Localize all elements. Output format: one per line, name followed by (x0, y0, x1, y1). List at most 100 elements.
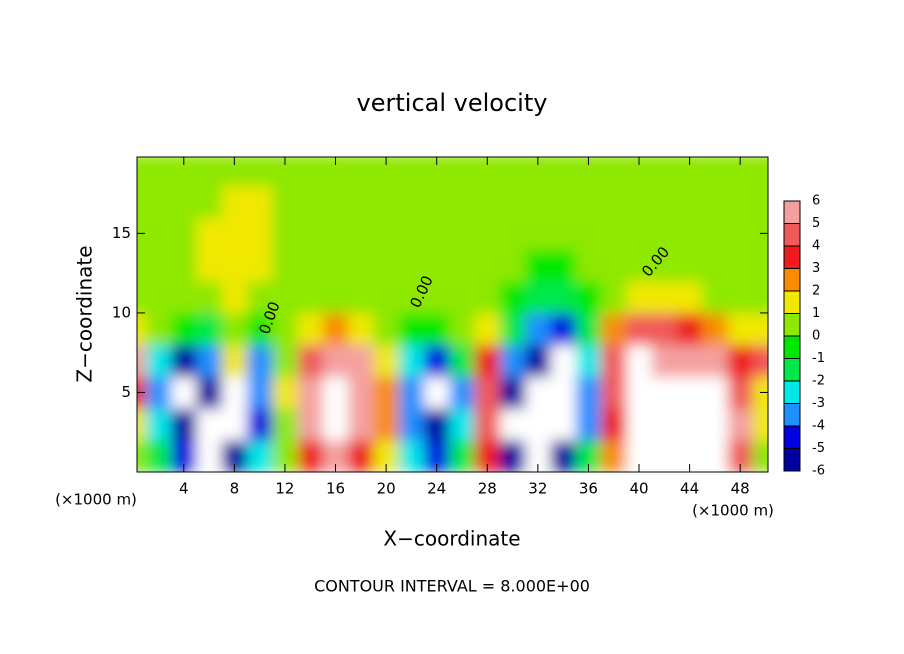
field-cell (322, 217, 349, 250)
field-cell (702, 249, 729, 282)
field-cell (137, 157, 147, 187)
field-cell (449, 344, 476, 378)
field-cell (474, 249, 501, 282)
colorbar-label: 4 (812, 239, 820, 254)
field-cell (221, 217, 248, 250)
field-cell (145, 440, 172, 472)
field-cell (651, 249, 678, 282)
field-cell (348, 249, 374, 282)
field-cell (196, 281, 223, 314)
field-cell (752, 312, 768, 346)
x-tick-label: 48 (731, 480, 750, 498)
colorbar-label: -4 (812, 419, 825, 434)
field-cell (550, 376, 577, 409)
field-cell (424, 408, 450, 441)
field-cell (196, 185, 223, 218)
field-cell (348, 312, 374, 346)
field-cell (727, 344, 754, 378)
field-cell (398, 312, 425, 346)
colorbar-label: 0 (812, 329, 820, 344)
y-tick-label: 10 (112, 303, 131, 321)
field-cell (196, 217, 223, 250)
field-cell (171, 185, 197, 218)
field-cell (145, 281, 172, 314)
colorbar-label: 6 (812, 194, 820, 209)
field-cell (474, 312, 501, 346)
field-cell (525, 281, 552, 314)
field-cell (145, 376, 172, 409)
field-cell (474, 408, 501, 441)
x-units: (×1000 m) (692, 502, 774, 520)
colorbar-swatch (784, 246, 800, 269)
footer: CONTOUR INTERVAL = 8.000E+00 (314, 577, 590, 596)
field-cell (752, 281, 768, 314)
field-cell (525, 408, 552, 441)
field-cell (398, 344, 425, 378)
field-cell (297, 408, 324, 441)
field-cell (348, 344, 374, 378)
field-cell (676, 281, 703, 314)
field-cell (474, 281, 501, 314)
colorbar-swatch (784, 201, 800, 224)
field-cell (247, 344, 273, 378)
field-cell (247, 408, 273, 441)
field-cell (575, 281, 602, 314)
field-cell (373, 249, 400, 282)
field-cell (575, 217, 602, 250)
field-cell (676, 344, 703, 378)
field-cell (651, 344, 678, 378)
field-cell (322, 281, 349, 314)
field-cell (752, 185, 768, 218)
colorbar-swatch (784, 403, 800, 426)
colorbar-swatch (784, 381, 800, 404)
field-cell (137, 440, 147, 472)
field-cell (137, 281, 147, 314)
colorbar-label: -3 (812, 396, 825, 411)
field-cell (398, 157, 425, 187)
y-tick-label: 5 (121, 383, 131, 401)
field-cell (297, 185, 324, 218)
colorbar-swatch (784, 358, 800, 381)
field-cell (373, 185, 400, 218)
field-cell (727, 408, 754, 441)
x-tick-label: 28 (478, 480, 497, 498)
x-tick-label: 8 (230, 480, 240, 498)
field-cell (424, 185, 450, 218)
field-cell (676, 185, 703, 218)
field-cell (601, 344, 627, 378)
field-cell (297, 344, 324, 378)
field-cell (550, 344, 577, 378)
field-cell (550, 217, 577, 250)
x-tick-label: 36 (579, 480, 598, 498)
field-cell (525, 312, 552, 346)
field-cell (171, 217, 197, 250)
field-cell (601, 217, 627, 250)
field-cell (702, 344, 729, 378)
field-cell (145, 157, 172, 187)
field-cell (702, 185, 729, 218)
field-cell (272, 249, 299, 282)
field-cell (626, 376, 653, 409)
field-cell (398, 185, 425, 218)
field-cell (171, 312, 197, 346)
x-axis-label: X−coordinate (383, 527, 520, 551)
field-cell (221, 281, 248, 314)
field-cell (247, 281, 273, 314)
field-cell (752, 249, 768, 282)
x-tick-label: 12 (275, 480, 294, 498)
colorbar-label: -6 (812, 464, 825, 479)
field-cell (145, 217, 172, 250)
field-cell (727, 185, 754, 218)
field-cell (145, 249, 172, 282)
field-cell (424, 217, 450, 250)
field-cell (727, 249, 754, 282)
field-cell (373, 344, 400, 378)
field-cell (348, 157, 374, 187)
x-tick-label: 44 (680, 480, 699, 498)
field-cell (297, 217, 324, 250)
field-cell (550, 408, 577, 441)
field-cell (348, 408, 374, 441)
field-cell (449, 249, 476, 282)
x-tick-label: 24 (427, 480, 446, 498)
field-cell (752, 440, 768, 472)
